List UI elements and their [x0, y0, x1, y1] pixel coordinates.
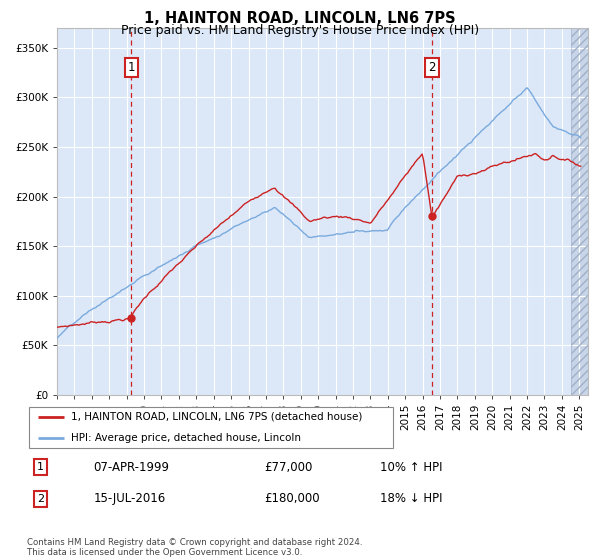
Text: 10% ↑ HPI: 10% ↑ HPI: [380, 461, 443, 474]
Text: £77,000: £77,000: [265, 461, 313, 474]
Text: Price paid vs. HM Land Registry's House Price Index (HPI): Price paid vs. HM Land Registry's House …: [121, 24, 479, 36]
Text: 18% ↓ HPI: 18% ↓ HPI: [380, 492, 443, 505]
Text: 1: 1: [128, 61, 135, 74]
Text: 2: 2: [37, 494, 44, 504]
FancyBboxPatch shape: [29, 407, 394, 449]
Text: 1, HAINTON ROAD, LINCOLN, LN6 7PS: 1, HAINTON ROAD, LINCOLN, LN6 7PS: [144, 11, 456, 26]
Text: 15-JUL-2016: 15-JUL-2016: [93, 492, 166, 505]
Text: £180,000: £180,000: [265, 492, 320, 505]
Text: 2: 2: [428, 61, 436, 74]
Text: 1: 1: [37, 462, 44, 472]
Text: Contains HM Land Registry data © Crown copyright and database right 2024.
This d: Contains HM Land Registry data © Crown c…: [27, 538, 362, 557]
Bar: [571, 28, 588, 395]
Text: 1, HAINTON ROAD, LINCOLN, LN6 7PS (detached house): 1, HAINTON ROAD, LINCOLN, LN6 7PS (detac…: [71, 412, 362, 422]
Bar: [571, 28, 588, 395]
Text: 07-APR-1999: 07-APR-1999: [93, 461, 169, 474]
Text: HPI: Average price, detached house, Lincoln: HPI: Average price, detached house, Linc…: [71, 433, 301, 444]
